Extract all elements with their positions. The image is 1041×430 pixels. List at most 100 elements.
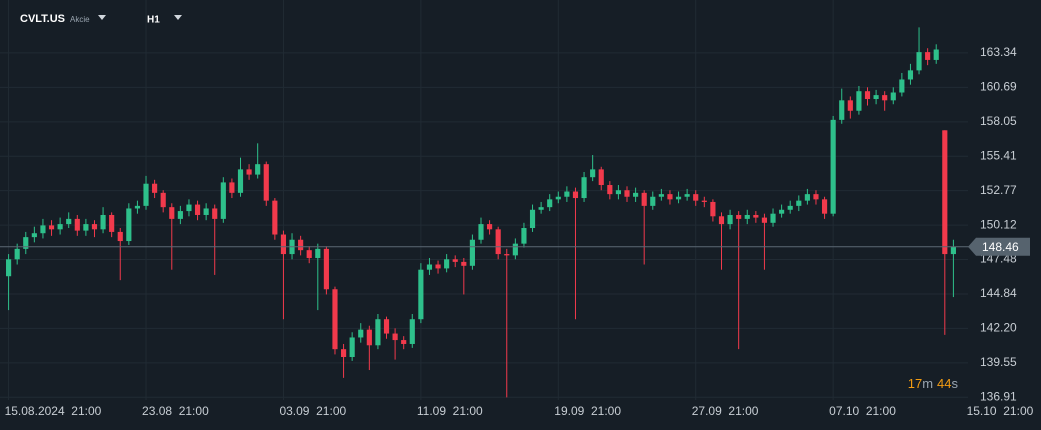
candle-body xyxy=(220,182,226,219)
candle-body xyxy=(91,224,98,230)
candle-body xyxy=(650,196,656,206)
candle-body xyxy=(925,52,931,60)
candle-body xyxy=(718,216,725,225)
candle-body xyxy=(229,182,235,193)
candle-body xyxy=(736,214,742,219)
candle-body xyxy=(340,349,347,358)
y-tick-label: 144.84 xyxy=(980,286,1017,300)
countdown-minutes: 17 xyxy=(908,376,922,391)
candle-body xyxy=(744,214,750,219)
candle-body xyxy=(169,207,175,219)
candle-body xyxy=(6,259,12,277)
candle-body xyxy=(873,95,879,100)
candle-body xyxy=(392,333,398,341)
y-tick-label: 142.20 xyxy=(980,321,1017,335)
candle-body xyxy=(435,264,441,269)
x-tick-label: 15.08.2024 21:00 xyxy=(5,404,102,418)
axes: 163.34160.69158.05155.41152.77150.12147.… xyxy=(0,45,1034,418)
candle-body xyxy=(126,208,132,242)
candle-body xyxy=(280,234,287,255)
candle-body xyxy=(590,169,596,178)
candle-body xyxy=(684,194,690,197)
candle-body xyxy=(452,259,458,262)
candle-body xyxy=(263,164,269,201)
countdown: 17m 44s xyxy=(908,376,959,391)
candle-body xyxy=(581,177,587,199)
candle-body xyxy=(890,92,896,101)
x-tick-label: 27.09 21:00 xyxy=(692,404,759,418)
candle-body xyxy=(538,207,544,210)
candle-body xyxy=(478,224,484,240)
candle-body xyxy=(770,213,776,223)
candle-body xyxy=(409,319,415,344)
last-price-box xyxy=(968,237,1030,256)
candle-body xyxy=(469,239,475,266)
timeframe-dropdown[interactable] xyxy=(174,15,182,20)
candle-body xyxy=(916,52,922,71)
candle-body xyxy=(933,49,939,60)
candle-body xyxy=(40,225,46,234)
timeframe[interactable]: H1 xyxy=(147,15,160,26)
candle-body xyxy=(358,329,364,338)
symbol-dropdown[interactable] xyxy=(98,15,106,20)
candle-body xyxy=(942,130,948,255)
candle-body xyxy=(186,204,192,212)
candle-body xyxy=(48,225,55,230)
candle-body xyxy=(804,194,810,201)
candle-body xyxy=(598,169,604,186)
x-tick-label: 23.08 21:00 xyxy=(142,404,209,418)
candle-body xyxy=(727,214,733,225)
candle-body xyxy=(839,100,845,120)
candle-body xyxy=(349,337,355,358)
candle-body xyxy=(298,239,304,251)
candle-body xyxy=(109,214,115,232)
candle-body xyxy=(117,231,123,242)
candle-body xyxy=(375,319,381,346)
candle-body xyxy=(512,243,518,256)
candle-body xyxy=(779,209,785,214)
y-tick-label: 155.41 xyxy=(980,148,1017,162)
candle-body xyxy=(675,196,682,200)
candle-body xyxy=(555,196,561,200)
candle-body xyxy=(143,183,149,206)
y-tick-label: 152.77 xyxy=(980,183,1017,197)
candle-body xyxy=(847,100,853,111)
candle-body xyxy=(899,79,905,93)
candle-body xyxy=(203,208,209,215)
candles xyxy=(6,27,956,398)
x-tick-label: 19.09 21:00 xyxy=(554,404,621,418)
x-tick-label: 15.10 21:00 xyxy=(967,404,1034,418)
candle-body xyxy=(495,229,501,255)
candle-body xyxy=(856,91,862,111)
candle-body xyxy=(864,91,871,100)
candle-body xyxy=(753,214,759,218)
candle-body xyxy=(487,224,493,230)
candle-body xyxy=(461,261,467,266)
x-tick-label: 11.09 21:00 xyxy=(417,404,483,418)
candle-body xyxy=(23,237,29,249)
candle-body xyxy=(194,204,201,215)
candle-body xyxy=(821,199,828,214)
candle-body xyxy=(134,205,141,209)
candle-body xyxy=(31,233,37,238)
candle-body xyxy=(100,214,106,230)
candle-body xyxy=(830,119,836,214)
candle-body xyxy=(237,169,244,193)
candle-body xyxy=(152,183,158,193)
candle-body xyxy=(315,248,321,258)
candle-body xyxy=(521,228,527,244)
candle-body xyxy=(383,319,390,334)
candle-body xyxy=(332,289,338,350)
candle-body xyxy=(761,217,768,223)
candle-body xyxy=(177,211,183,219)
candle-body xyxy=(306,250,312,258)
candle-body xyxy=(641,192,647,206)
candle-body xyxy=(624,190,630,197)
candle-body xyxy=(272,200,278,235)
candle-body xyxy=(66,218,72,225)
instrument-type: Akcie xyxy=(70,15,90,24)
symbol[interactable]: CVLT.US xyxy=(20,13,65,25)
y-tick-label: 160.69 xyxy=(980,80,1017,94)
